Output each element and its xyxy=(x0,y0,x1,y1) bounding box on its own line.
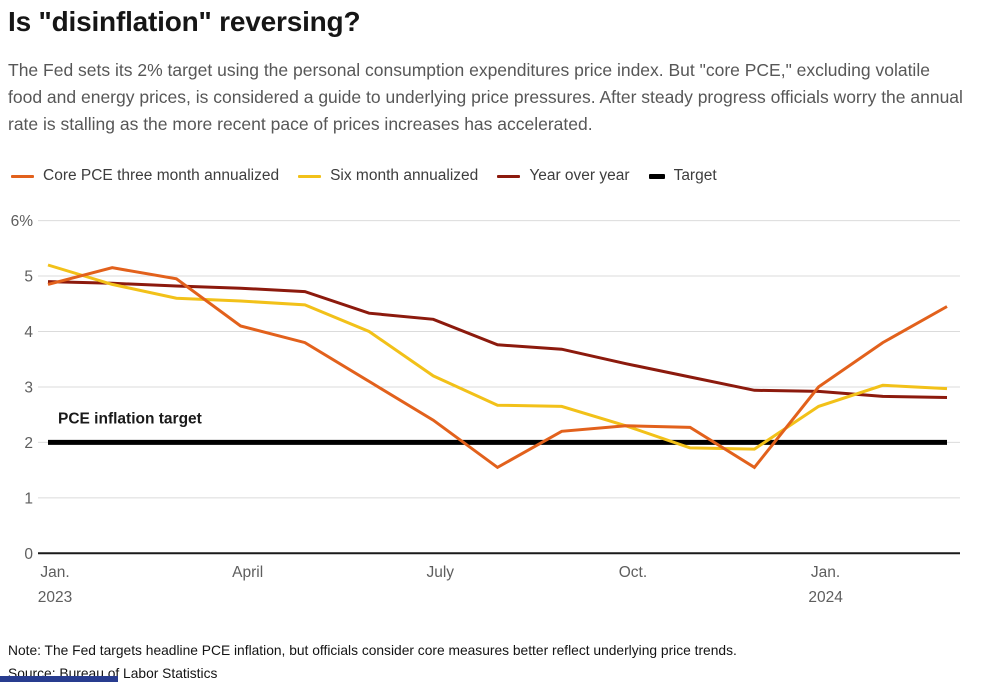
note-text: Note: The Fed targets headline PCE infla… xyxy=(8,643,737,658)
legend-item-six-month: Six month annualized xyxy=(298,167,478,185)
x-tick-9: Oct. xyxy=(619,564,647,581)
y-tick-2: 2 xyxy=(24,435,33,452)
x-tick-3: April xyxy=(232,564,263,581)
y-tick-4: 4 xyxy=(24,324,33,341)
legend-item-year-over-year: Year over year xyxy=(497,167,630,185)
chart-footnote: Note: The Fed targets headline PCE infla… xyxy=(8,639,968,682)
footer-accent-bar xyxy=(0,676,118,682)
x-tick-12-year: 2024 xyxy=(808,589,843,606)
line-core-pce-3m xyxy=(47,266,948,470)
page-title: Is "disinflation" reversing? xyxy=(8,6,361,37)
inflation-chart: 6% 5 4 3 2 1 0 Jan. 2023 April July Oct. Jan. 2024 PCE… xyxy=(11,213,960,606)
line-year-over-year xyxy=(47,280,948,399)
legend-item-core-pce-3m: Core PCE three month annualized xyxy=(11,167,279,185)
target-annotation: PCE inflation target xyxy=(58,410,202,427)
y-tick-3: 3 xyxy=(24,379,33,396)
x-tick-12: Jan. xyxy=(811,564,840,581)
legend-label-core-pce-3m: Core PCE three month annualized xyxy=(43,167,280,184)
legend-label-six-month: Six month annualized xyxy=(330,167,479,184)
x-tick-0: Jan. xyxy=(40,564,69,581)
legend-swatch-six-month xyxy=(298,174,322,178)
y-tick-6: 6% xyxy=(11,213,34,230)
x-tick-0-year: 2023 xyxy=(38,589,72,606)
y-tick-5: 5 xyxy=(24,269,33,286)
legend-label-year-over-year: Year over year xyxy=(529,167,630,184)
legend-swatch-core-pce-3m xyxy=(11,174,34,178)
legend-swatch-target xyxy=(648,173,665,179)
x-tick-6: July xyxy=(426,564,454,581)
legend-label-target: Target xyxy=(673,167,717,184)
legend-swatch-year-over-year xyxy=(497,174,521,178)
line-six-month xyxy=(47,263,948,451)
chart-subtitle: The Fed sets its 2% target using the per… xyxy=(8,60,963,134)
y-tick-1: 1 xyxy=(24,490,33,507)
y-tick-0: 0 xyxy=(24,546,33,563)
chart-legend: Core PCE three month annualized Six month… xyxy=(11,167,717,185)
legend-item-target: Target xyxy=(648,167,717,185)
